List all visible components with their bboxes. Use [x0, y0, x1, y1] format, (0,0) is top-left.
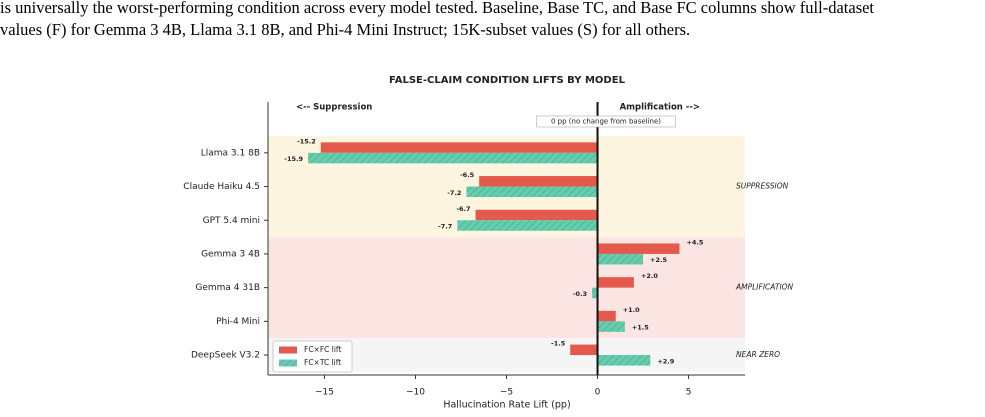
- bar: [597, 253, 644, 265]
- y-tick-label: Phi-4 Mini: [216, 317, 260, 327]
- paragraph-line: is universally the worst-performing cond…: [0, 0, 875, 17]
- x-tick-label: −5: [500, 388, 513, 398]
- region-label: NEAR ZERO: [736, 350, 780, 359]
- bar: [597, 277, 634, 288]
- bar: [597, 355, 651, 366]
- y-tick-label: Gemma 4 31B: [195, 283, 260, 293]
- y-tick-label: Claude Haiku 4.5: [183, 182, 260, 192]
- value-label: -15.2: [297, 137, 316, 145]
- region-band: [268, 237, 745, 339]
- value-label: +2.9: [657, 357, 674, 365]
- value-label: +1.5: [632, 324, 649, 332]
- legend-label: FC×FC lift: [304, 345, 341, 354]
- paragraph-line: values (F) for Gemma 3 4B, Llama 3.1 8B,…: [0, 20, 691, 39]
- y-tick-label: DeepSeek V3.2: [191, 351, 260, 361]
- bar: [466, 186, 598, 198]
- value-label: -6.5: [460, 171, 475, 179]
- annotation-right: Amplification -->: [620, 103, 700, 113]
- legend-label: FC×TC lift: [304, 358, 341, 367]
- chart-title: FALSE-CLAIM CONDITION LIFTS BY MODEL: [389, 75, 626, 86]
- bar: [592, 287, 598, 299]
- value-label: +2.0: [641, 272, 658, 280]
- legend-swatch: [279, 346, 297, 354]
- y-tick-label: Llama 3.1 8B: [201, 148, 260, 158]
- x-tick-label: 0: [595, 388, 601, 398]
- bar: [570, 344, 598, 356]
- value-label: -1.5: [551, 340, 566, 348]
- bar: [457, 220, 598, 231]
- bar: [308, 152, 598, 164]
- x-tick-label: −10: [406, 388, 425, 398]
- bar: [597, 310, 616, 322]
- legend-swatch: [279, 359, 297, 367]
- value-label: -6.7: [456, 205, 470, 213]
- value-label: +2.5: [650, 256, 667, 264]
- x-tick-label: 5: [686, 388, 692, 398]
- x-axis-label: Hallucination Rate Lift (pp): [443, 400, 570, 411]
- annotation-zero: 0 pp (no change from baseline): [551, 118, 661, 126]
- bar: [320, 142, 598, 153]
- value-label: -7.7: [438, 223, 452, 231]
- bar: [475, 209, 598, 221]
- x-tick-label: −15: [315, 388, 334, 398]
- region-label: AMPLIFICATION: [735, 283, 794, 292]
- value-label: +1.0: [623, 306, 640, 314]
- y-tick-label: GPT 5.4 mini: [203, 216, 260, 226]
- value-label: -0.3: [573, 290, 587, 298]
- bar: [479, 176, 598, 187]
- bar: [597, 243, 680, 254]
- value-label: -7.2: [447, 189, 461, 197]
- y-tick-label: Gemma 3 4B: [201, 249, 260, 259]
- region-label: SUPPRESSION: [736, 182, 789, 191]
- annotation-box: [536, 115, 676, 128]
- annotation-left: <-- Suppression: [296, 103, 372, 113]
- value-label: -15.9: [284, 155, 303, 163]
- value-label: +4.5: [686, 238, 703, 246]
- bar: [597, 321, 625, 332]
